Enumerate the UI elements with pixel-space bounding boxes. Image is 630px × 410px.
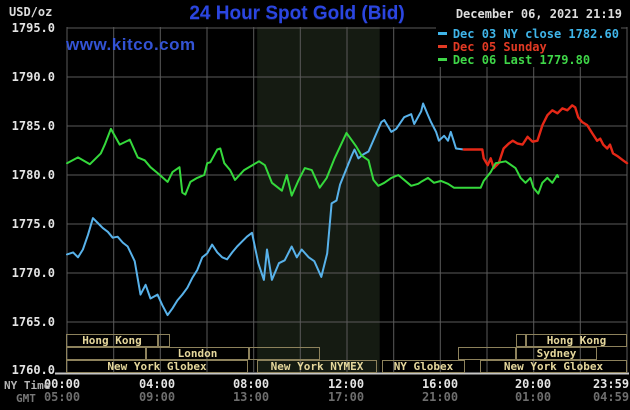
legend-item-dec03: Dec 03 NY close 1782.60 [437, 26, 619, 41]
x-tick-ny-label: 00:00 [43, 377, 81, 391]
y-tick-label: 1775.0 [11, 217, 55, 231]
dec06-price-line [66, 127, 560, 197]
session-box-empty [158, 334, 170, 347]
session-box-ny-globex: NY Globex [382, 360, 465, 373]
x-tick-ny-label: 16:00 [421, 377, 459, 391]
y-tick-label: 1770.0 [11, 266, 55, 280]
session-box-new-york-globex: New York Globex [66, 360, 248, 373]
legend: Dec 03 NY close 1782.60 Dec 05 Sunday De… [435, 26, 621, 67]
dec03-price-line [66, 102, 465, 317]
session-box-hong-kong: Hong Kong [526, 334, 627, 347]
session-box-empty [66, 347, 146, 360]
legend-label: Dec 03 NY close 1782.60 [452, 26, 619, 41]
y-tick-label: 1790.0 [11, 70, 55, 84]
y-tick-label: 1780.0 [11, 168, 55, 182]
x-tick-gmt-label: 01:00 [514, 390, 552, 404]
legend-label: Dec 05 Sunday [452, 39, 547, 54]
dec05-price-line [462, 104, 629, 170]
page-title: 24 Hour Spot Gold (Bid) [189, 3, 405, 24]
x-tick-ny-label: 23:59 [592, 377, 630, 391]
session-box-empty [458, 347, 516, 360]
x-tick-gmt-label: 17:00 [327, 390, 365, 404]
ny-time-row-label: NY Time [4, 379, 51, 392]
legend-dash-icon [437, 58, 447, 61]
x-tick-ny-label: 04:00 [138, 377, 176, 391]
nymex-session-band [257, 27, 380, 372]
kitco-watermark: www.kitco.com [66, 35, 196, 54]
legend-dash-icon [437, 45, 447, 48]
session-box-empty [516, 334, 526, 347]
legend-item-dec06: Dec 06 Last 1779.80 [437, 52, 619, 67]
gmt-row-label: GMT [16, 392, 36, 405]
session-box-hong-kong: Hong Kong [66, 334, 158, 347]
session-box-new-york-nymex: New York NYMEX [257, 360, 377, 373]
x-tick-ny-label: 20:00 [514, 377, 552, 391]
session-box-new-york-globex: New York Globex [480, 360, 627, 373]
x-tick-gmt-label: 21:00 [421, 390, 459, 404]
x-tick-gmt-label: 05:00 [43, 390, 81, 404]
x-tick-gmt-label: 04:59 [592, 390, 630, 404]
y-tick-label: 1785.0 [11, 119, 55, 133]
x-tick-gmt-label: 13:00 [232, 390, 270, 404]
legend-item-dec05: Dec 05 Sunday [437, 39, 619, 54]
y-tick-label: 1795.0 [11, 21, 55, 35]
x-tick-gmt-label: 09:00 [138, 390, 176, 404]
y-tick-label: 1765.0 [11, 315, 55, 329]
y-axis-unit-label: USD/oz [9, 5, 53, 19]
legend-dash-icon [437, 32, 447, 35]
y-tick-label: 1760.0 [11, 363, 55, 377]
x-tick-ny-label: 08:00 [232, 377, 270, 391]
session-box-empty [249, 347, 320, 360]
session-box-london: London [146, 347, 249, 360]
legend-label: Dec 06 Last 1779.80 [452, 52, 591, 67]
x-tick-ny-label: 12:00 [327, 377, 365, 391]
timestamp: December 06, 2021 21:19 [455, 7, 622, 21]
session-box-sydney: Sydney [516, 347, 597, 360]
